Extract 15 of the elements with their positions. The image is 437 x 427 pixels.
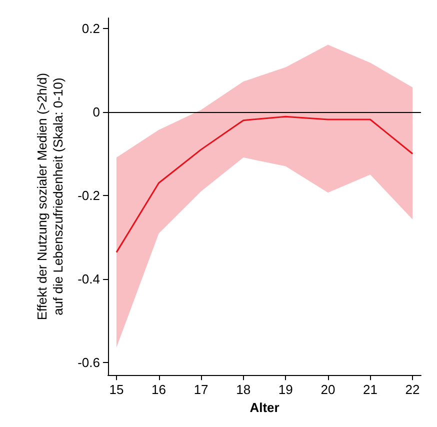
y-tick-label: 0: [92, 104, 100, 120]
y-tick-label: 0.2: [82, 20, 100, 36]
y-axis-title: Effekt der Nutzung sozialer Medien (>2h/d) auf die Lebenszufriedenheit (Skala: 0-10): [34, 72, 66, 320]
x-tick-label: 18: [236, 382, 251, 398]
x-tick-label: 20: [320, 382, 336, 398]
y-tick-label: -0.2: [78, 188, 100, 204]
y-tick-label: -0.4: [78, 272, 100, 287]
x-tick-label: 16: [152, 382, 166, 398]
x-tick-label: 22: [405, 382, 420, 398]
x-tick-label: 19: [278, 382, 293, 398]
x-tick-label: 21: [363, 382, 378, 398]
x-tick-label: 17: [194, 382, 208, 398]
y-tick-label: -0.6: [78, 355, 100, 370]
x-axis-title: Alter: [250, 400, 280, 415]
x-tick-label: 15: [109, 382, 124, 398]
